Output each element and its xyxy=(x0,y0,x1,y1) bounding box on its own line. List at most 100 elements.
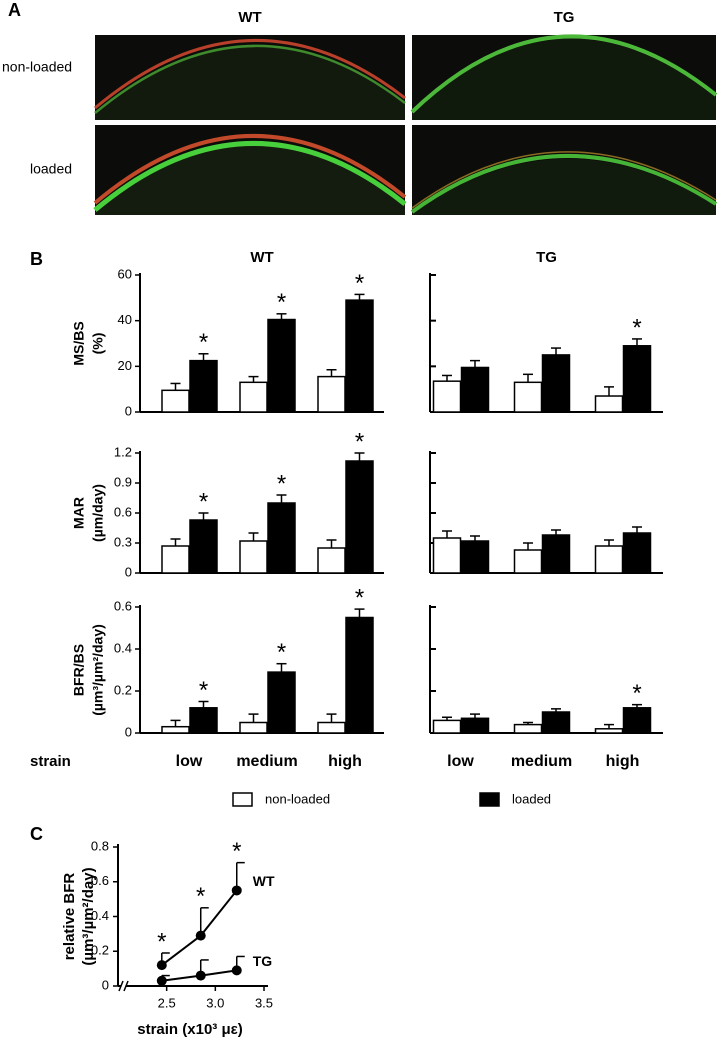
significance-marker: * xyxy=(199,329,208,356)
y-tick-label: 60 xyxy=(118,266,132,281)
x-tick-label: 3.5 xyxy=(255,995,273,1010)
axis-break xyxy=(118,980,124,992)
y-tick-label: 20 xyxy=(118,358,132,373)
bar xyxy=(513,549,543,574)
bar xyxy=(594,545,624,574)
bar xyxy=(239,721,268,734)
y-tick-label: 0 xyxy=(125,564,132,579)
significance-marker: * xyxy=(232,838,241,865)
legend-label: loaded xyxy=(512,791,551,806)
x-tick-label: medium xyxy=(511,753,572,770)
bar xyxy=(345,460,374,574)
y-tick-label: 0.4 xyxy=(114,640,132,655)
bar xyxy=(541,534,571,574)
axis-break-gap xyxy=(121,983,126,989)
bar xyxy=(460,366,490,413)
data-point xyxy=(195,930,206,941)
x-axis-label: strain xyxy=(30,753,71,770)
data-point xyxy=(156,960,167,971)
significance-marker: * xyxy=(196,883,205,910)
column-label: TG xyxy=(554,9,575,26)
chart-title: WT xyxy=(250,249,273,266)
bar xyxy=(460,717,490,734)
y-tick-label: 0.8 xyxy=(91,838,109,853)
bar xyxy=(432,719,462,734)
panel-label: A xyxy=(8,0,21,20)
bar xyxy=(541,711,571,734)
y-tick-label: 0.3 xyxy=(114,534,132,549)
y-axis-label: (µm/day) xyxy=(90,484,106,542)
bar xyxy=(622,532,652,574)
data-point xyxy=(156,975,167,986)
bar xyxy=(513,723,543,734)
significance-marker: * xyxy=(355,428,364,455)
bar xyxy=(594,395,624,413)
micrograph xyxy=(410,125,717,215)
bar xyxy=(189,359,218,413)
significance-marker: * xyxy=(157,928,166,955)
significance-marker: * xyxy=(277,470,286,497)
row-label: loaded xyxy=(30,161,72,177)
column-label: WT xyxy=(238,9,261,26)
bar xyxy=(317,375,346,413)
legend-swatch xyxy=(232,792,253,807)
x-tick-label: low xyxy=(447,753,474,770)
significance-marker: * xyxy=(199,677,208,704)
micrograph xyxy=(94,35,406,120)
y-axis-label: (µm³/µm²/day) xyxy=(80,867,97,965)
x-tick-label: medium xyxy=(236,753,297,770)
legend-label: non-loaded xyxy=(265,791,330,806)
bar xyxy=(189,519,218,574)
y-axis-label: MS/BS xyxy=(71,321,87,365)
bar xyxy=(345,616,374,734)
bar xyxy=(161,725,190,734)
y-tick-label: 40 xyxy=(118,312,132,327)
series-label: WT xyxy=(253,873,275,889)
bar xyxy=(267,502,296,574)
significance-marker: * xyxy=(632,680,641,707)
micrograph xyxy=(93,125,407,215)
bar xyxy=(432,537,462,574)
y-tick-label: 0.6 xyxy=(114,504,132,519)
bar xyxy=(189,707,218,734)
data-point xyxy=(231,885,242,896)
bar xyxy=(432,380,462,413)
significance-marker: * xyxy=(277,289,286,316)
y-tick-label: 0.2 xyxy=(114,682,132,697)
bar xyxy=(594,728,624,734)
y-tick-label: 0.9 xyxy=(114,474,132,489)
y-tick-label: 0 xyxy=(125,403,132,418)
bar xyxy=(267,318,296,413)
bar xyxy=(161,389,190,413)
data-point xyxy=(231,965,242,976)
bar xyxy=(161,545,190,574)
bar xyxy=(622,707,652,734)
y-axis-label: relative BFR xyxy=(61,873,78,961)
x-axis-label: strain (x10³ με) xyxy=(137,1021,243,1038)
significance-marker: * xyxy=(355,270,364,297)
bar xyxy=(317,721,346,734)
x-tick-label: low xyxy=(176,753,203,770)
y-tick-label: 1.2 xyxy=(114,444,132,459)
axis-break xyxy=(123,980,129,992)
y-tick-label: 0.2 xyxy=(91,943,109,958)
bar xyxy=(267,671,296,734)
panel-label: B xyxy=(30,249,43,269)
series-label: TG xyxy=(253,953,273,969)
y-axis-label: (µm³/µm²/day) xyxy=(90,624,106,716)
row-label: non-loaded xyxy=(2,59,72,75)
significance-marker: * xyxy=(632,314,641,341)
x-tick-label: 2.5 xyxy=(158,995,176,1010)
legend-swatch xyxy=(479,792,500,807)
x-tick-label: high xyxy=(606,753,640,770)
bar xyxy=(460,540,490,574)
bar xyxy=(513,381,543,413)
x-tick-label: high xyxy=(328,753,362,770)
data-point xyxy=(195,970,206,981)
bar xyxy=(239,381,268,413)
y-axis-label: MAR xyxy=(71,497,87,529)
significance-marker: * xyxy=(277,639,286,666)
x-tick-label: 3.0 xyxy=(206,995,224,1010)
y-tick-label: 0 xyxy=(125,724,132,739)
